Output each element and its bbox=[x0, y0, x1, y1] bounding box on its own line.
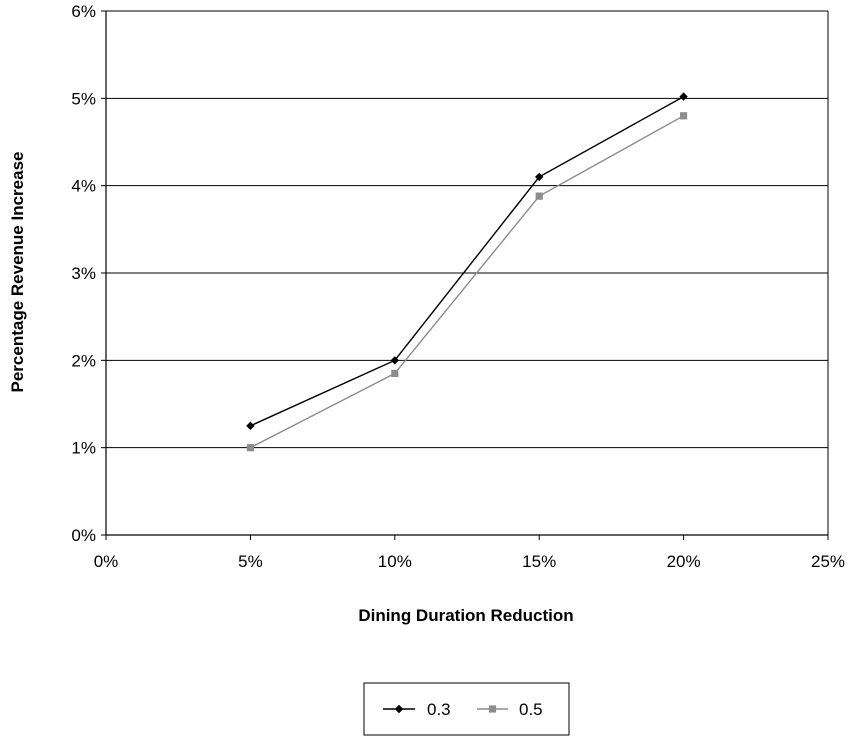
tick-labels: 0% 1% 2% 3% 4% 5% 6% 0% 5% 10% 15% 20% 25% bbox=[71, 2, 845, 571]
y-axis-title: Percentage Revenue Increase bbox=[8, 152, 27, 393]
x-tick-label-1: 5% bbox=[238, 552, 263, 571]
x-tick-label-3: 15% bbox=[522, 552, 556, 571]
y-tick-label-1: 1% bbox=[71, 439, 96, 458]
y-tick-label-6: 6% bbox=[71, 2, 96, 21]
legend: 0.3 0.5 bbox=[363, 682, 570, 736]
x-tick-label-2: 10% bbox=[378, 552, 412, 571]
series-2-point-1 bbox=[246, 444, 254, 452]
y-tick-label-3: 3% bbox=[71, 264, 96, 283]
series-1-point-4 bbox=[679, 92, 688, 101]
series-1 bbox=[246, 92, 688, 431]
y-tick-label-4: 4% bbox=[71, 177, 96, 196]
axes bbox=[101, 10, 829, 540]
series-2-point-2 bbox=[391, 369, 399, 378]
series-2-point-3 bbox=[535, 192, 543, 200]
y-tick-label-0: 0% bbox=[71, 526, 96, 545]
series-layer bbox=[246, 92, 688, 452]
legend-label-series-2: 0.5 bbox=[519, 700, 543, 719]
legend-label-series-1: 0.3 bbox=[427, 700, 451, 719]
series-2-line bbox=[250, 115, 684, 449]
series-1-line bbox=[250, 95, 684, 427]
series-2 bbox=[246, 112, 688, 452]
series-1-point-1 bbox=[246, 421, 255, 431]
x-axis-title: Dining Duration Reduction bbox=[358, 606, 573, 625]
legend-swatch-marker-1 bbox=[394, 704, 404, 714]
series-2-point-4 bbox=[680, 112, 688, 120]
y-tick-label-5: 5% bbox=[71, 89, 96, 108]
x-tick-label-5: 25% bbox=[811, 552, 845, 571]
y-tick-label-2: 2% bbox=[71, 351, 96, 370]
series-1-point-3 bbox=[535, 172, 544, 182]
gridlines bbox=[106, 10, 829, 535]
legend-swatch-marker-2 bbox=[488, 705, 497, 713]
series-1-point-2 bbox=[390, 356, 399, 365]
legend-swatch-series-1 bbox=[383, 704, 415, 714]
legend-items bbox=[383, 704, 508, 714]
legend-swatch-series-2 bbox=[477, 705, 508, 713]
x-tick-label-0: 0% bbox=[94, 552, 119, 571]
x-tick-label-4: 20% bbox=[667, 552, 701, 571]
